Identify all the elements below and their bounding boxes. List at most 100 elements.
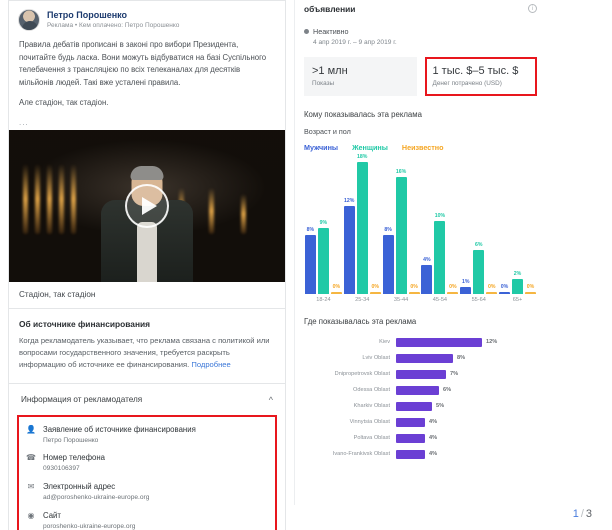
ad-video-thumbnail[interactable] [9,130,285,283]
bar[interactable] [356,162,368,294]
bar[interactable] [447,292,459,294]
bar[interactable] [434,221,446,294]
ad-body-text: Правила дебатів прописані в законі про в… [9,37,285,117]
region-bar[interactable] [396,449,425,459]
age-gender-bar-chart: 8% 9% 0% 12% 18% 0% 8% 16% 0% 4% 10% 0% 1% 6% 0% 0% 2% 0% [304,154,537,294]
region-value-label: 5% [436,403,445,409]
video-caption: Стадіон, так стадіон [19,290,96,300]
region-bar[interactable] [396,401,432,411]
bar-value-label: 2% [513,271,522,277]
region-label: Dnipropetrovsk Oblast [334,371,390,377]
ad-creative-card: Петро Порошенко Реклама • Кем оплачено: … [8,0,286,310]
regions-section-title: Где показывалась эта реклама [304,317,417,326]
funding-text: Когда рекламодатель указывает, что рекла… [19,335,275,371]
region-label: Poltava Oblast [353,435,390,441]
info-icon[interactable]: i [528,4,537,13]
info-value: 0930106397 [43,465,80,473]
bar-wrapper: 2% [512,156,524,294]
advertiser-info-header[interactable]: Информация от рекламодателя ^ [9,384,285,415]
legend-men[interactable]: Мужчины [304,143,339,152]
region-label: Ivano-Frankivsk Oblast [332,451,390,457]
advertiser-name[interactable]: Петро Порошенко [47,9,128,20]
info-label: Сайт [43,511,61,521]
region-bar[interactable] [396,417,425,427]
bar-group: 8% 16% 0% [382,156,421,294]
legend-women[interactable]: Женщины [352,143,388,152]
bar-value-label: 0% [500,284,509,290]
bar[interactable] [499,292,511,294]
region-label: Kharkiv Oblast [353,403,390,409]
advertiser-names: Петро Порошенко Реклама • Кем оплачено: … [47,10,179,30]
bar-value-label: 16% [395,169,407,175]
bar[interactable] [330,292,342,294]
funding-text-body: Когда рекламодатель указывает, что рекла… [19,336,270,370]
spend-value: 1 тыс. $–5 тыс. $ [432,65,519,77]
bar[interactable] [460,287,472,294]
region-bar-track: 8% [396,353,537,363]
region-row: Poltava Oblast 4% [304,430,537,446]
region-label: Lviv Oblast [362,355,390,361]
list-item: ◉ Сайт poroshenko-ukraine-europe.org [26,511,268,530]
bar[interactable] [343,206,355,294]
date-range: 4 апр 2019 г. – 9 апр 2019 г. [313,39,397,46]
bar-wrapper: 8% [382,156,394,294]
bar[interactable] [382,235,394,294]
list-item: ☎ Номер телефона 0930106397 [26,453,268,474]
advertiser-header: Петро Порошенко Реклама • Кем оплачено: … [9,1,285,37]
bar[interactable] [395,177,407,294]
region-label: Vinnytsia Oblast [349,419,390,425]
spend-label: Денег потрачено (USD) [432,80,502,87]
bar[interactable] [317,228,329,294]
region-bar[interactable] [396,385,439,395]
info-value: ad@poroshenko-ukraine-europe.org [43,494,150,502]
bar-value-label: 8% [384,227,392,233]
audience-section-title: Кому показывалась эта реклама [304,110,422,119]
advertiser-info-card: Информация от рекламодателя ^ 👤 Заявлени… [8,383,286,530]
region-bar[interactable] [396,353,453,363]
bar[interactable] [525,292,537,294]
region-bar-track: 4% [396,433,537,443]
list-item: ✉ Электронный адрес ad@poroshenko-ukrain… [26,482,268,503]
bar[interactable] [512,279,524,294]
bar-group: 4% 10% 0% [420,156,459,294]
bar-group: 0% 2% 0% [498,156,537,294]
bar-value-label: 4% [423,257,431,263]
advertiser-paid-by: Реклама • Кем оплачено: Петро Порошенко [47,22,180,30]
bar[interactable] [369,292,381,294]
region-value-label: 7% [450,371,459,377]
ad-text-truncation[interactable]: ... [19,118,29,128]
legend-unknown[interactable]: Неизвестно [401,143,444,152]
bar-value-label: 0% [410,284,418,290]
region-bar[interactable] [396,433,425,443]
avatar [18,9,40,31]
bar[interactable] [408,292,420,294]
bar-value-label: 0% [487,284,496,290]
region-row: Ivano-Frankivsk Oblast 4% [304,446,537,462]
funding-learn-more-link[interactable]: Подробнее [191,360,231,370]
bar-wrapper: 18% [356,154,368,294]
region-row: Dnipropetrovsk Oblast 7% [304,366,537,382]
bar-value-label: 10% [434,213,446,219]
bar-wrapper: 4% [421,156,433,294]
bar[interactable] [473,250,485,294]
region-value-label: 12% [486,339,498,345]
bar[interactable] [421,265,433,294]
bar-value-label: 9% [319,220,328,226]
status-text: Неактивно [313,27,349,36]
list-item: 👤 Заявление об источнике финансирования … [26,425,268,446]
region-bar[interactable] [396,369,446,379]
region-value-label: 4% [429,435,438,441]
age-axis-labels: 18-24 25-34 35-44 45-54 55-64 65+ [304,297,537,303]
bar[interactable] [304,235,316,294]
region-row: Vinnytsia Oblast 4% [304,414,537,430]
bar-value-label: 18% [357,154,368,160]
bar-value-label: 1% [461,279,470,285]
axis-tick-label: 45-54 [432,297,448,303]
chevron-up-icon[interactable]: ^ [268,394,273,405]
region-bar[interactable] [396,337,482,347]
bar-value-label: 0% [371,284,379,290]
play-icon[interactable] [125,184,169,229]
region-bar-track: 4% [396,417,537,427]
bar[interactable] [486,292,498,294]
